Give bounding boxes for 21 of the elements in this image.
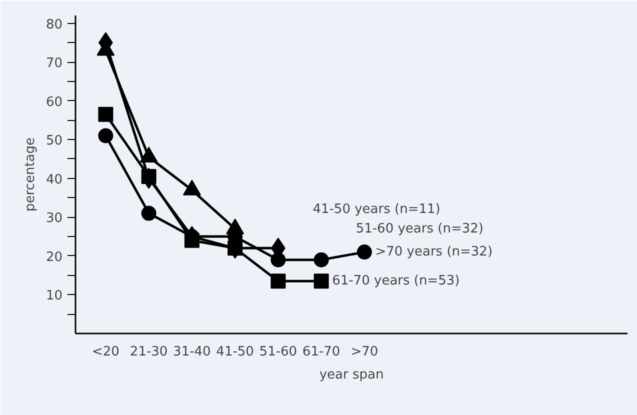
- x-tick-label: 51-60: [259, 344, 298, 360]
- y-tick-label: 70: [46, 56, 63, 72]
- series-label: >70 years (n=32): [375, 244, 493, 260]
- y-tick-label: 10: [46, 288, 63, 304]
- x-tick-label: <20: [92, 344, 120, 360]
- x-axis-title: year span: [319, 368, 384, 382]
- x-tick-label: 61-70: [302, 344, 340, 360]
- x-tick-label: >70: [350, 344, 378, 360]
- y-tick-label: 40: [46, 172, 63, 188]
- y-axis-title: percentage: [22, 137, 38, 212]
- text: 51-60 years (n=32): [356, 221, 484, 236]
- x-tick-label: 41-50: [216, 344, 254, 360]
- x-tick-label: 21-30: [130, 344, 168, 360]
- series-label: 61-70 years (n=53): [332, 274, 460, 289]
- text: 41-50 years (n=11): [312, 202, 440, 217]
- y-tick-label: 20: [46, 250, 63, 265]
- y-tick-label: 60: [46, 94, 63, 110]
- y-tick-label: 30: [46, 211, 63, 226]
- y-tick-label: 80: [46, 17, 63, 32]
- y-tick-label: 50: [46, 134, 63, 149]
- x-tick-label: 31-40: [173, 344, 211, 360]
